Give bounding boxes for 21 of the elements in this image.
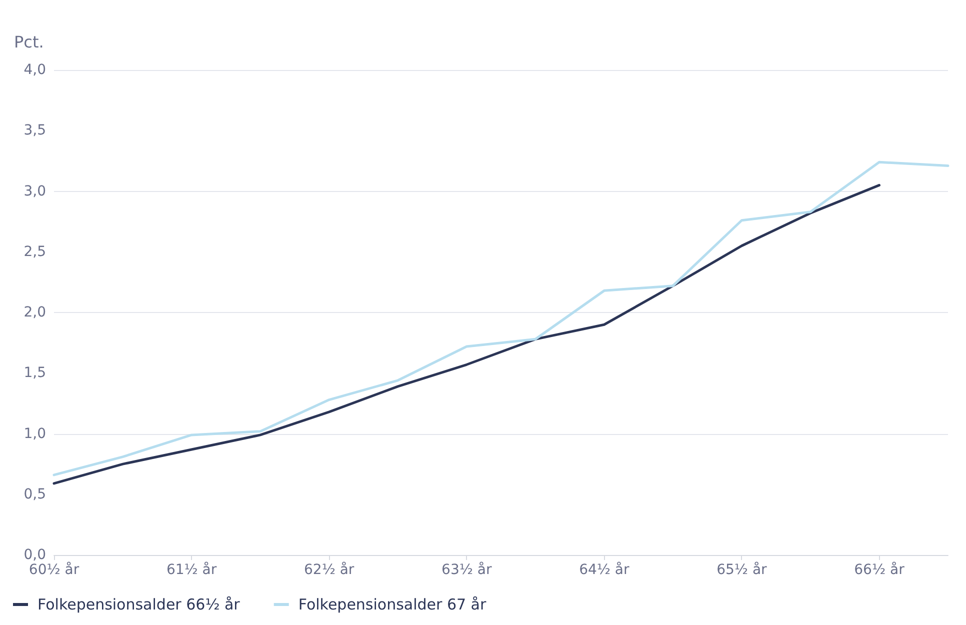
y-tick-label: 1,0 [24, 426, 46, 442]
x-tick-label: 66½ år [854, 561, 905, 578]
y-tick-label: 0,0 [24, 547, 46, 563]
line-series [52, 160, 950, 476]
y-axis-title: Pct. [14, 32, 44, 52]
x-tick-label: 61½ år [166, 561, 217, 578]
legend-label: Folkepensionsalder 66½ år [38, 596, 241, 614]
x-tick-label: 64½ år [579, 561, 630, 578]
y-tick-label: 4,0 [24, 62, 46, 78]
y-tick-label: 3,5 [24, 122, 46, 139]
y-tick-label: 1,5 [24, 365, 46, 382]
line-series [52, 184, 880, 485]
y-tick-label: 3,0 [24, 183, 46, 200]
x-tick-label: 65½ år [716, 561, 768, 578]
y-tick-label: 2,0 [24, 304, 46, 320]
x-tick-label: 63½ år [442, 561, 492, 578]
y-tick-label: 0,5 [24, 486, 46, 502]
y-tick-label: 2,5 [24, 244, 46, 260]
x-tick-label: 60½ år [28, 561, 80, 578]
legend-label: Folkepensionsalder 67 år [298, 596, 487, 614]
x-tick-label: 62½ år [304, 561, 354, 578]
